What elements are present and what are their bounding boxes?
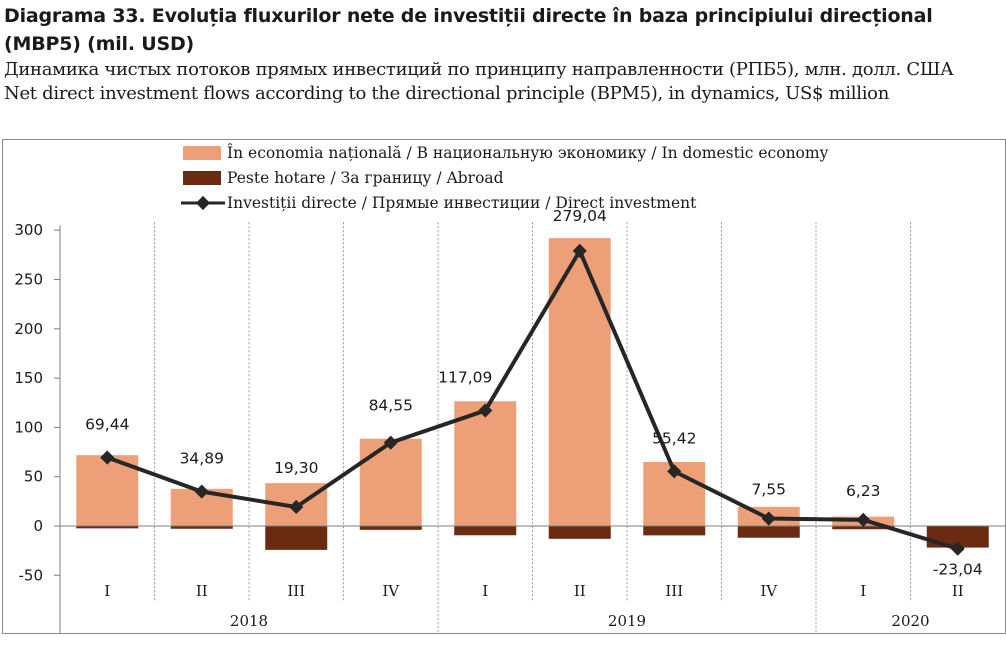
chart-title-ru: Динамика чистых потоков прямых инвестици… <box>4 59 954 80</box>
chart-canvas: În economia națională / В национальную э… <box>14 144 1005 633</box>
bar-domestic <box>359 438 422 526</box>
y-tick-label: 150 <box>14 369 43 387</box>
bar-abroad <box>454 526 517 536</box>
bar-domestic <box>454 401 517 526</box>
y-tick-label: 250 <box>14 271 43 289</box>
x-tick-label: III <box>287 582 305 600</box>
legend-marker-swatch <box>195 195 211 211</box>
data-label: 69,44 <box>85 416 129 434</box>
y-tick-label: 50 <box>24 468 43 486</box>
direct-investment-point <box>667 464 682 479</box>
y-tick-label: 300 <box>14 221 43 239</box>
direct-investment-line <box>106 248 959 551</box>
bar-abroad <box>76 526 139 529</box>
y-tick-label: 0 <box>33 517 43 535</box>
x-year-label: 2018 <box>230 612 268 630</box>
direct-investment-point <box>194 484 209 499</box>
x-year-label: 2019 <box>608 612 646 630</box>
x-tick-label: II <box>574 582 586 600</box>
chart-header: Diagrama 33. Evoluția fluxurilor nete de… <box>4 2 1004 106</box>
data-label: 117,09 <box>438 369 492 387</box>
data-label: 55,42 <box>652 429 696 447</box>
bar-abroad <box>643 526 706 536</box>
direct-investment-point <box>761 511 776 526</box>
direct-investment-point <box>478 403 493 418</box>
legend-label-abroad: Peste hotare / За границу / Abroad <box>227 169 504 187</box>
data-label: 7,55 <box>751 481 786 499</box>
data-label: 19,30 <box>274 459 318 477</box>
chart-title-ro: Diagrama 33. Evoluția fluxurilor nete de… <box>4 5 933 55</box>
y-tick-label: 200 <box>14 320 43 338</box>
data-label: 34,89 <box>180 450 224 468</box>
legend-label-direct: Investiții directe / Прямые инвестиции /… <box>227 194 697 212</box>
direct-investment-point <box>572 243 587 258</box>
bar-abroad <box>170 526 233 529</box>
data-label: 279,04 <box>553 207 607 225</box>
data-label: -23,04 <box>933 561 983 579</box>
y-tick-label: 100 <box>14 418 43 436</box>
direct-investment-point <box>100 450 115 465</box>
direct-investment-point <box>383 435 398 450</box>
direct-investment-point <box>856 512 871 527</box>
y-tick-label: -50 <box>19 566 44 584</box>
data-label: 84,55 <box>369 397 413 415</box>
bar-abroad <box>832 526 895 530</box>
direct-investment-point <box>950 541 965 556</box>
data-label: 6,23 <box>846 482 881 500</box>
bar-abroad <box>737 526 800 538</box>
bar-abroad <box>359 526 422 530</box>
direct-investment-point <box>289 499 304 515</box>
x-year-label: 2020 <box>891 612 929 630</box>
chart-title-en: Net direct investment flows according to… <box>4 83 890 104</box>
x-tick-label: I <box>104 582 110 600</box>
chart-frame: În economia națională / В национальную э… <box>2 139 1006 634</box>
x-tick-label: IV <box>760 582 778 600</box>
x-tick-label: I <box>482 582 488 600</box>
legend-swatch-abroad <box>183 171 221 185</box>
bar-abroad <box>265 526 328 550</box>
bar-abroad <box>548 526 611 539</box>
x-tick-label: II <box>952 582 964 600</box>
x-tick-label: I <box>860 582 866 600</box>
legend-label-domestic: În economia națională / В национальную э… <box>227 144 829 162</box>
x-tick-label: III <box>665 582 683 600</box>
x-tick-label: IV <box>382 582 400 600</box>
x-tick-label: II <box>196 582 208 600</box>
bar-domestic <box>548 238 611 526</box>
legend-swatch-domestic <box>183 146 221 160</box>
